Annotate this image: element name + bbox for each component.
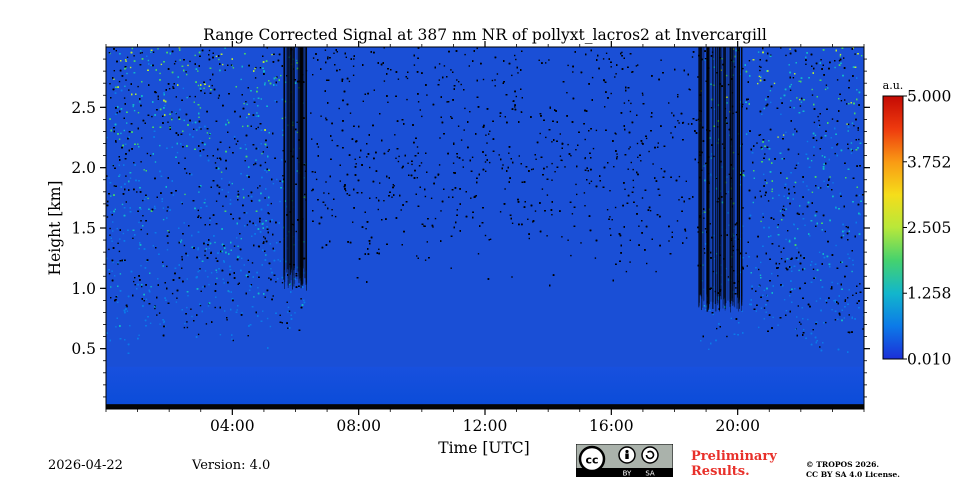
copyright-line-2: CC BY SA 4.0 License. [806, 470, 900, 479]
y-tick-label: 2.0 [71, 159, 96, 177]
copyright-line-1: © TROPOS 2026. [806, 460, 880, 469]
signal-background [106, 47, 864, 409]
x-tick-label: 20:00 [715, 417, 760, 435]
ground-band [106, 404, 864, 409]
colorbar-tick-label: 1.258 [907, 285, 951, 303]
x-tick-label: 12:00 [463, 417, 508, 435]
colorbar-tick-label: 5.000 [907, 88, 951, 106]
cc-logo-icon [578, 445, 606, 473]
colorbar-tick-label: 0.010 [907, 351, 951, 369]
y-tick-label: 2.5 [71, 99, 96, 117]
preliminary-results-label: Preliminary Results. [691, 449, 777, 479]
plot-area [106, 47, 864, 409]
x-axis-title: Time [UTC] [438, 439, 529, 457]
colorbar-tick-label: 2.505 [907, 219, 951, 237]
near-range-signal [106, 366, 864, 409]
colorbar-label: a.u. [883, 79, 904, 92]
x-tick-label: 16:00 [589, 417, 634, 435]
x-tick-label: 04:00 [210, 417, 255, 435]
y-tick-label: 0.5 [71, 340, 96, 358]
date-label: 2026-04-22 [48, 458, 123, 473]
colorbar: a.u. 0.010 1.258 2.505 3.752 5.000 [882, 79, 951, 369]
colorbar-gradient [882, 95, 904, 360]
y-tick-label: 1.5 [71, 220, 96, 238]
x-tick-label: 08:00 [336, 417, 381, 435]
dropout-bands [283, 47, 743, 313]
axes: 0.5 1.0 1.5 2.0 2.5 04:00 08:00 12:00 16:00 20:00… [46, 41, 870, 457]
version-label: Version: 4.0 [192, 458, 271, 473]
chart-title: Range Corrected Signal at 387 nm NR of p… [203, 26, 767, 44]
y-tick-label: 1.0 [71, 280, 96, 298]
copyright-notice: © TROPOS 2026. CC BY SA 4.0 License. [806, 460, 936, 480]
cc-by-sa-badge: cc BY SA [576, 444, 673, 477]
share-alike-icon [641, 446, 659, 464]
y-axis-title: Height [km] [46, 181, 64, 276]
colorbar-tick-label: 3.752 [907, 153, 951, 171]
